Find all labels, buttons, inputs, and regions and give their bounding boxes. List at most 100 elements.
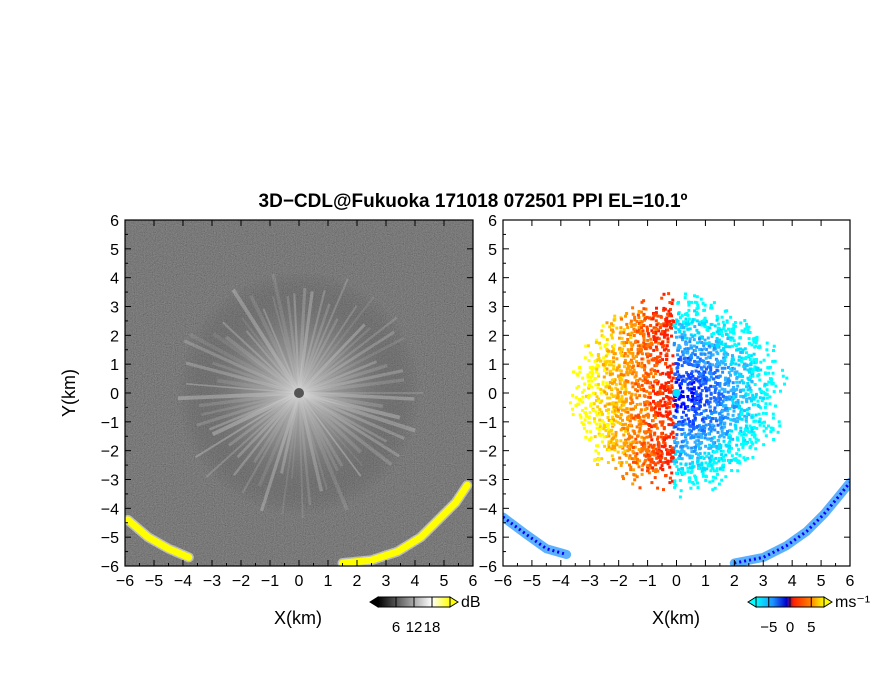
- velocity-pixel: [694, 452, 698, 456]
- velocity-pixel: [699, 297, 703, 301]
- velocity-pixel: [658, 402, 662, 406]
- velocity-pixel: [667, 314, 671, 318]
- echo-ray: [297, 391, 393, 466]
- velocity-pixel: [633, 375, 637, 379]
- velocity-pixel: [639, 323, 643, 327]
- echo-ray: [280, 392, 301, 474]
- velocity-pixel: [667, 412, 670, 416]
- velocity-pixel: [631, 407, 635, 411]
- velocity-pixel: [709, 419, 713, 423]
- velocity-pixel: [763, 405, 767, 409]
- x-tick-label: 6: [469, 573, 478, 590]
- velocity-pixel: [670, 334, 673, 338]
- velocity-pixel: [673, 485, 677, 489]
- velocity-pixel: [664, 354, 668, 357]
- velocity-pixel: [721, 370, 725, 374]
- velocity-pixel: [673, 439, 677, 443]
- velocity-pixel: [589, 430, 593, 434]
- velocity-pixel: [639, 448, 643, 452]
- velocity-pixel: [633, 431, 637, 435]
- velocity-pixel: [695, 360, 699, 364]
- velocity-pixel: [654, 468, 658, 472]
- velocity-pixel: [666, 395, 670, 399]
- velocity-pixel: [722, 389, 726, 393]
- velocity-pixel: [692, 380, 696, 384]
- velocity-pixel: [602, 435, 606, 439]
- velocity-pixel: [680, 470, 684, 474]
- velocity-pixel: [694, 349, 697, 353]
- echo-ray: [262, 308, 300, 394]
- velocity-pixel: [685, 441, 689, 444]
- echo-ray: [298, 391, 384, 409]
- velocity-pixel: [639, 410, 643, 414]
- velocity-pixel: [729, 330, 732, 334]
- echo-ray: [297, 318, 339, 394]
- velocity-pixel: [579, 415, 583, 419]
- velocity-pixel: [639, 319, 643, 323]
- velocity-pixel: [662, 384, 666, 388]
- velocity-pixel: [667, 417, 671, 421]
- velocity-pixel: [659, 454, 663, 458]
- velocity-pixel: [671, 354, 675, 358]
- velocity-pixel: [605, 402, 609, 406]
- velocity-pixel: [661, 414, 665, 418]
- velocity-pixel: [718, 374, 722, 378]
- velocity-pixel: [605, 408, 608, 412]
- velocity-pixel: [649, 452, 653, 456]
- y-tick-label: −5: [479, 530, 497, 547]
- velocity-pixel: [663, 438, 666, 442]
- velocity-pixel: [667, 435, 671, 439]
- velocity-pixel: [688, 462, 692, 466]
- velocity-pixel: [724, 355, 728, 359]
- velocity-pixel: [581, 390, 585, 394]
- velocity-pixel: [748, 438, 752, 441]
- velocity-pixel: [709, 438, 713, 442]
- velocity-pixel: [624, 441, 628, 445]
- velocity-pixel: [672, 343, 676, 347]
- velocity-pixel: [725, 406, 729, 410]
- velocity-pixel: [631, 446, 635, 449]
- velocity-pixel: [692, 338, 696, 342]
- velocity-pixel: [709, 322, 713, 326]
- velocity-pixel: [592, 366, 596, 370]
- velocity-pixel: [756, 399, 760, 403]
- velocity-pixel: [578, 366, 582, 369]
- velocity-pixel: [675, 377, 679, 381]
- velocity-pixel: [679, 316, 682, 320]
- velocity-pixel: [699, 384, 703, 388]
- velocity-pixel: [592, 409, 596, 412]
- velocity-pixel: [693, 325, 697, 329]
- echo-ray: [298, 391, 405, 440]
- velocity-pixel: [741, 436, 745, 440]
- velocity-pixel: [630, 457, 634, 461]
- velocity-pixel: [597, 428, 601, 432]
- velocity-pixel: [633, 457, 637, 461]
- velocity-pixel: [716, 361, 720, 365]
- velocity-pixel: [707, 355, 711, 359]
- velocity-pixel: [726, 409, 730, 413]
- velocity-pixel: [738, 374, 742, 378]
- velocity-pixel: [647, 375, 651, 379]
- velocity-pixel: [650, 329, 654, 333]
- velocity-pixel: [723, 388, 727, 392]
- velocity-pixel: [696, 393, 699, 397]
- velocity-pixel: [691, 374, 695, 378]
- velocity-pixel: [734, 405, 738, 409]
- echo-ray: [297, 392, 312, 506]
- velocity-pixel: [670, 446, 674, 450]
- velocity-pixel: [727, 383, 731, 387]
- velocity-pixel: [592, 458, 596, 462]
- velocity-pixel: [729, 336, 733, 340]
- velocity-pixel: [720, 340, 724, 344]
- velocity-pixel: [755, 360, 758, 364]
- velocity-pixel: [684, 444, 688, 448]
- velocity-pixel: [697, 432, 701, 436]
- velocity-pixel: [712, 348, 716, 352]
- velocity-pixel: [730, 454, 734, 458]
- velocity-pixel: [605, 435, 609, 439]
- velocity-pixel: [706, 336, 710, 340]
- velocity-pixel: [719, 397, 723, 401]
- velocity-pixel: [720, 425, 724, 429]
- velocity-pixel: [662, 322, 666, 326]
- velocity-pixel: [674, 424, 678, 428]
